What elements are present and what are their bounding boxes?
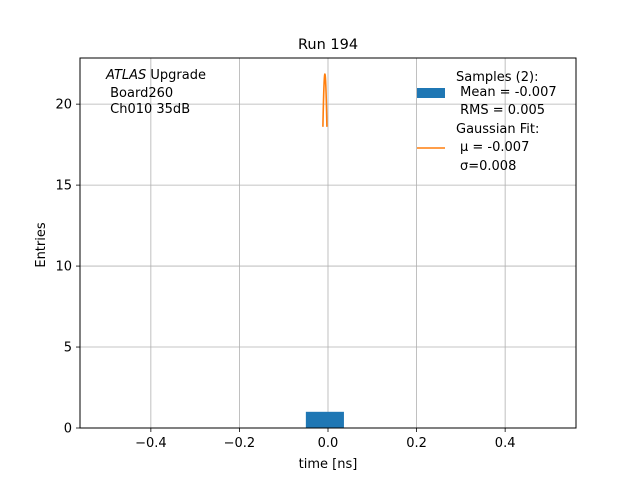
x-tick-label: 0.0: [318, 436, 339, 451]
y-tick-label: 5: [64, 341, 72, 356]
annotation-line-3: Ch010 35dB: [106, 102, 190, 117]
gaussian-fit: [322, 73, 328, 127]
gaussian-fit-curve: [322, 73, 328, 127]
annotation-upgrade: Upgrade: [146, 68, 206, 83]
histogram-bars: [305, 411, 344, 428]
legend-fit-line-1: Gaussian Fit:: [456, 122, 539, 137]
atlas-annotation: ATLAS Upgrade Board260 Ch010 35dB: [105, 68, 206, 117]
legend-samples-line-1: Samples (2):: [456, 70, 538, 85]
x-tick-label: 0.4: [495, 436, 516, 451]
legend-samples-patch: [417, 88, 445, 98]
y-tick-label: 0: [64, 422, 72, 437]
x-tick-label: −0.2: [224, 436, 256, 451]
y-tick-label: 15: [55, 179, 72, 194]
annotation-line-1: ATLAS Upgrade: [105, 68, 206, 83]
legend-fit-line-3: σ=0.008: [460, 159, 516, 174]
x-tick-label: −0.4: [135, 436, 167, 451]
x-tick-label: 0.2: [406, 436, 427, 451]
y-axis-label: Entries: [34, 222, 49, 268]
x-axis-label: time [ns]: [299, 457, 358, 472]
y-tick-label: 10: [55, 260, 72, 275]
chart-title: Run 194: [298, 37, 358, 53]
annotation-atlas: ATLAS: [105, 68, 146, 83]
legend: Samples (2): Mean = -0.007 RMS = 0.005 G…: [417, 70, 557, 174]
legend-fit-line-2: μ = -0.007: [460, 140, 529, 155]
legend-samples-line-3: RMS = 0.005: [456, 103, 545, 118]
histogram-bar: [305, 411, 344, 428]
y-tick-label: 20: [55, 98, 72, 113]
ticks: −0.4 −0.2 0.0 0.2 0.4 0 5 10 15 20: [55, 98, 515, 451]
legend-samples-line-2: Mean = -0.007: [456, 85, 557, 100]
annotation-line-2: Board260: [106, 86, 173, 101]
